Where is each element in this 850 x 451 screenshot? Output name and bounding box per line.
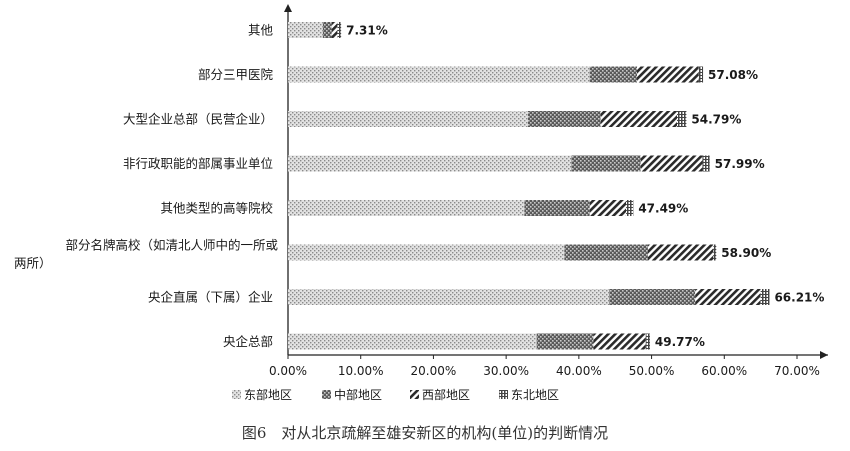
x-tick-label: 60.00% bbox=[701, 364, 747, 378]
bar-segment-northeast bbox=[698, 66, 704, 83]
bar-segment-east bbox=[288, 155, 572, 172]
bar-segment-east bbox=[288, 22, 323, 38]
bar-segment-central bbox=[564, 244, 648, 261]
category-label: 部分名牌高校（如清北人师中的一所或 bbox=[65, 238, 278, 253]
category-label-continued: 两所） bbox=[14, 256, 52, 271]
total-label: 7.31% bbox=[346, 24, 388, 38]
bar-segment-central bbox=[571, 155, 641, 172]
legend-label-northeast: 东北地区 bbox=[511, 388, 559, 402]
bar-segment-east bbox=[288, 66, 590, 83]
category-label: 大型企业总部（民营企业） bbox=[123, 112, 273, 127]
category-label: 央企直属（下属）企业 bbox=[148, 290, 273, 305]
total-label: 66.21% bbox=[774, 291, 824, 305]
bar-segment-west bbox=[589, 200, 627, 216]
legend-swatch-west bbox=[410, 390, 419, 399]
legend-label-west: 西部地区 bbox=[422, 387, 470, 402]
bar-segment-central bbox=[609, 289, 696, 305]
total-label: 47.49% bbox=[638, 202, 688, 216]
x-axis-arrow bbox=[820, 351, 828, 359]
bar-segment-northeast bbox=[677, 111, 687, 127]
bar-segment-west bbox=[600, 111, 678, 127]
category-label: 央企总部 bbox=[223, 334, 273, 349]
bar-segment-northeast bbox=[645, 333, 650, 350]
bar-segment-northeast bbox=[626, 200, 634, 216]
figure-caption: 图6 对从北京疏解至雄安新区的机构(单位)的判断情况 bbox=[242, 424, 608, 442]
x-tick-label: 30.00% bbox=[483, 364, 529, 378]
x-tick-label: 40.00% bbox=[556, 364, 602, 378]
bars bbox=[288, 22, 770, 350]
bar-segment-west bbox=[647, 244, 714, 261]
legend-swatch-east bbox=[232, 390, 241, 399]
total-label: 58.90% bbox=[721, 246, 771, 260]
bar-segment-central bbox=[524, 200, 590, 216]
x-tick-label: 0.00% bbox=[269, 364, 307, 378]
bar-segment-east bbox=[288, 289, 610, 305]
legend: 东部地区 中部地区 西部地区 东北地区 bbox=[232, 387, 559, 402]
x-tick-label: 20.00% bbox=[411, 364, 457, 378]
bar-segment-northeast bbox=[337, 22, 342, 38]
x-tick-label: 10.00% bbox=[338, 364, 384, 378]
total-label: 49.77% bbox=[655, 335, 705, 349]
x-tick-labels: 0.00% 10.00% 20.00% 30.00% 40.00% 50.00% 60.00… bbox=[269, 364, 820, 378]
x-tick-label: 70.00% bbox=[774, 364, 820, 378]
bar-segment-northeast bbox=[713, 244, 717, 261]
category-label: 部分三甲医院 bbox=[198, 67, 274, 82]
x-tick-label: 50.00% bbox=[629, 364, 675, 378]
bar-segment-central bbox=[589, 66, 638, 83]
bar-segment-east bbox=[288, 244, 565, 261]
total-label: 57.08% bbox=[708, 68, 758, 82]
bar-segment-west bbox=[331, 22, 338, 38]
bar-segment-east bbox=[288, 333, 537, 350]
bar-segment-central bbox=[527, 111, 601, 127]
bar-segment-northeast bbox=[760, 289, 770, 305]
legend-swatch-central bbox=[322, 390, 331, 399]
bar-segment-west bbox=[695, 289, 761, 305]
total-label: 54.79% bbox=[691, 113, 741, 127]
bar-segment-west bbox=[640, 155, 703, 172]
total-label: 57.99% bbox=[715, 157, 765, 171]
category-label: 其他类型的高等院校 bbox=[160, 201, 273, 216]
bar-segment-east bbox=[288, 200, 525, 216]
category-label: 非行政职能的部属事业单位 bbox=[123, 156, 273, 171]
data-labels: 7.31% 57.08% 54.79% 57.99% 47.49% 58.90% 66.21… bbox=[346, 24, 824, 350]
bar-segment-northeast bbox=[702, 155, 710, 172]
bar-segment-west bbox=[593, 333, 646, 350]
bar-segment-central bbox=[322, 22, 332, 38]
legend-swatch-northeast bbox=[499, 390, 508, 399]
bar-segment-east bbox=[288, 111, 528, 127]
legend-label-central: 中部地区 bbox=[334, 387, 382, 402]
legend-label-east: 东部地区 bbox=[244, 387, 292, 402]
bar-segment-west bbox=[637, 66, 699, 83]
category-label: 其他 bbox=[248, 23, 274, 38]
bar-segment-central bbox=[536, 333, 594, 350]
axes bbox=[284, 4, 828, 359]
y-axis-arrow bbox=[284, 4, 292, 12]
